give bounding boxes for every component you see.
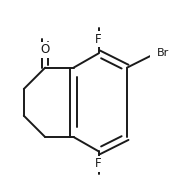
Text: Br: Br [157, 48, 169, 58]
Bar [91, 156, 107, 172]
Bar [150, 45, 175, 61]
Text: F: F [95, 33, 102, 46]
Text: O: O [40, 43, 50, 56]
Bar [91, 31, 107, 47]
Text: F: F [95, 157, 102, 170]
Bar [37, 42, 53, 58]
